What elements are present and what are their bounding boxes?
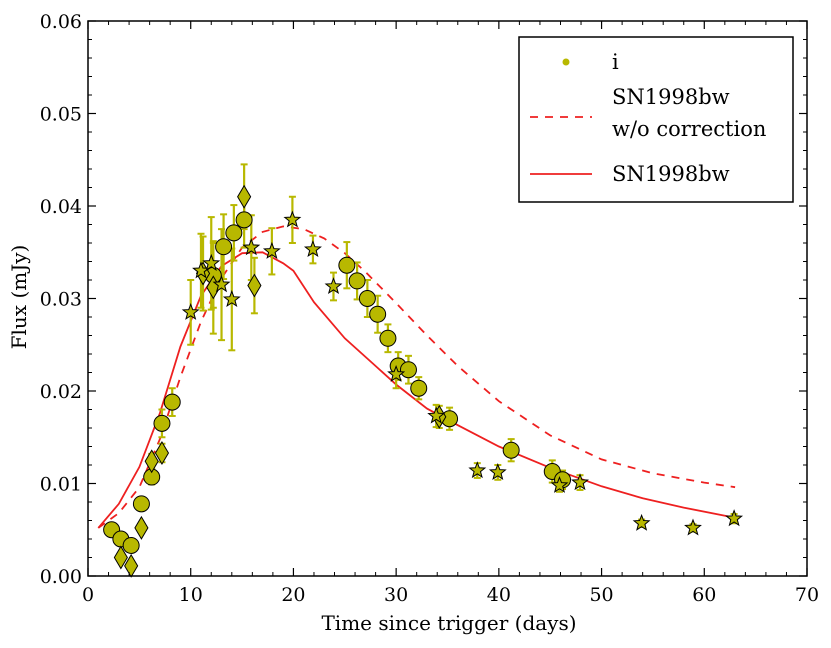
x-tick-label: 20 [281,584,305,606]
legend-label-uncorrected-2: w/o correction [612,117,766,141]
data-point-circle [163,393,181,411]
x-tick-label: 40 [487,584,511,606]
data-point-circle [379,329,397,347]
data-point-diamond [247,273,262,298]
y-tick-label: 0.02 [40,381,82,403]
data-point-star [632,513,651,531]
y-tick-label: 0.03 [40,289,82,311]
data-point-circle [132,495,150,513]
data-markers [103,184,744,578]
y-tick-label: 0.06 [40,11,82,33]
data-point-star [303,240,322,258]
y-tick-label: 0.00 [40,566,82,588]
legend-label-corrected: SN1998bw [612,162,730,186]
data-point-diamond [144,449,159,474]
legend-label-uncorrected-1: SN1998bw [612,85,730,109]
data-point-star [468,461,487,479]
data-point-star [222,289,241,308]
data-point-star [262,241,281,259]
data-point-circle [235,211,253,229]
x-tick-label: 10 [179,584,203,606]
legend-label-i: i [612,50,619,74]
x-tick-label: 60 [692,584,716,606]
data-point-circle [369,305,387,323]
data-point-circle [348,272,366,290]
data-point-diamond [134,515,149,540]
data-point-diamond [237,184,252,209]
data-point-star [550,476,569,493]
axis-ticks [87,20,808,577]
data-point-circle [215,238,233,256]
data-point-star [242,238,261,256]
data-point-star [571,473,589,491]
data-point-diamond [113,545,128,570]
x-tick-label: 0 [82,584,94,606]
data-point-circle [502,441,520,459]
x-tick-label: 70 [795,584,819,606]
y-tick-label: 0.04 [40,196,82,218]
x-tick-label: 50 [589,584,613,606]
data-point-star [488,463,507,481]
data-point-circle [153,414,171,432]
x-axis-label: Time since trigger (days) [321,611,576,635]
legend: i SN1998bw w/o correction SN1998bw [518,36,794,203]
data-point-star [212,275,231,293]
x-tick-label: 30 [384,584,408,606]
data-point-circle [399,361,417,379]
data-point-circle [410,379,428,397]
data-point-circle [358,290,376,307]
error-bars [108,163,738,570]
data-point-star [202,253,221,271]
y-tick-label: 0.01 [40,474,82,496]
data-point-circle [122,536,140,554]
data-point-star [324,277,343,295]
data-point-star [725,509,744,527]
data-point-diamond [154,440,170,465]
data-point-circle [338,256,356,274]
data-point-star [684,518,702,536]
y-axis-label: Flux (mJy) [7,245,31,350]
data-point-star [283,210,302,228]
data-point-star [387,365,406,382]
axis-tick-labels: 0 10 20 30 40 50 60 70 0.00 0.01 0.02 0.03 0.04 0.05 0… [40,11,819,606]
data-point-diamond [124,553,139,578]
data-point-circle [225,224,243,242]
data-point-star [181,303,200,320]
legend-marker-i [562,58,570,66]
y-tick-label: 0.05 [40,104,82,126]
plot-area [97,163,744,578]
data-point-star [427,406,446,424]
